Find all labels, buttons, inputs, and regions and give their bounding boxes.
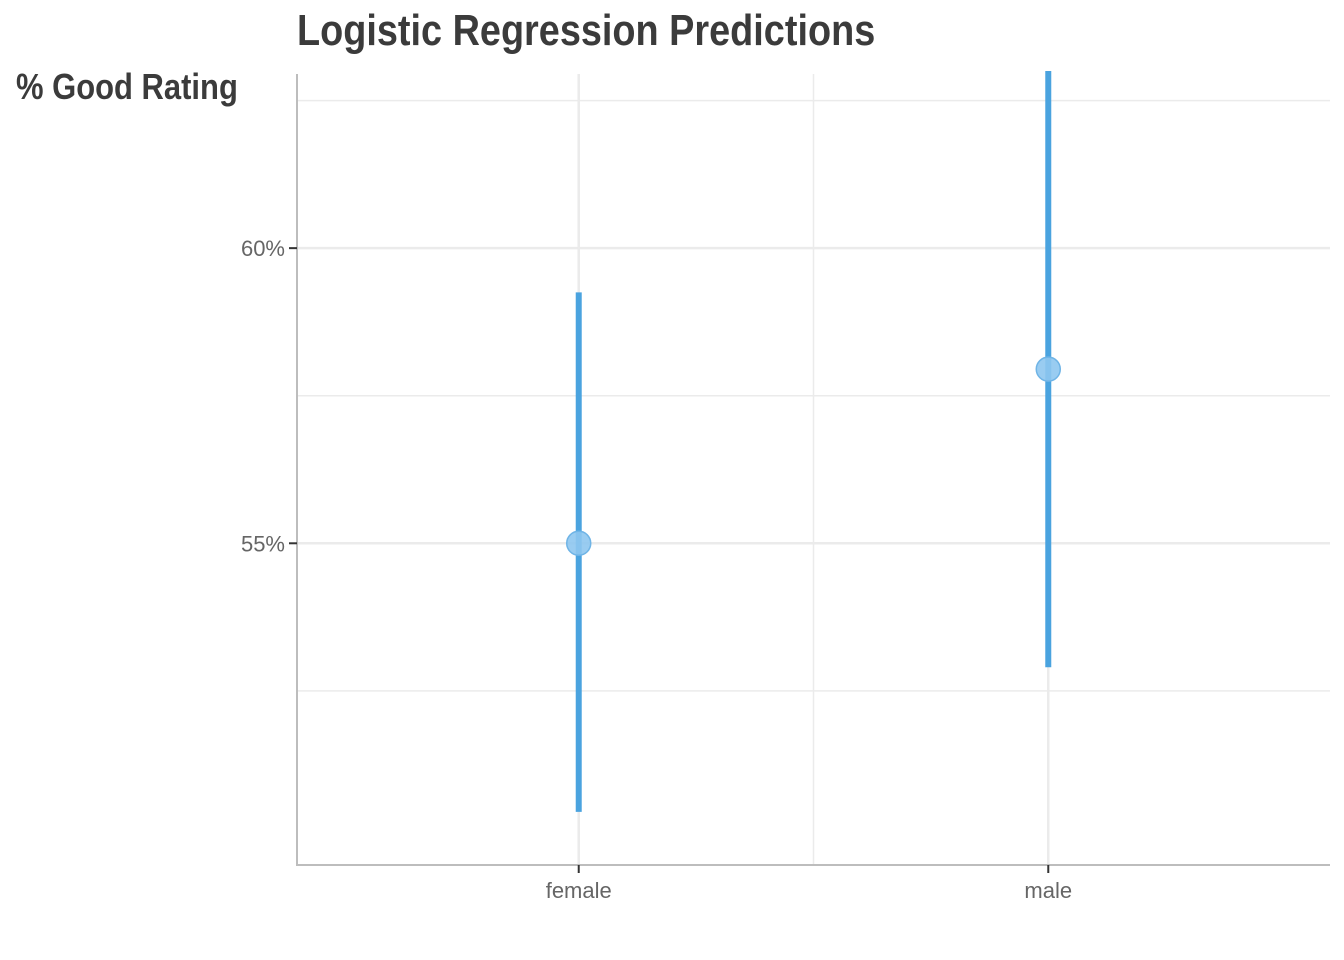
x-tick-label: female [546, 878, 612, 903]
grid-lines [297, 74, 1330, 865]
data-point [1035, 356, 1062, 382]
x-tick-label: male [1024, 878, 1072, 903]
y-axis-title: % Good Rating [16, 66, 238, 107]
y-tick-label: 55% [241, 531, 285, 556]
tick-labels: 55% 60% female male [241, 236, 1072, 903]
chart-title: Logistic Regression Predictions [297, 6, 876, 55]
data-point [565, 530, 592, 557]
y-tick-label: 60% [241, 236, 285, 261]
data-marks [565, 71, 1062, 812]
axes [289, 74, 1330, 873]
